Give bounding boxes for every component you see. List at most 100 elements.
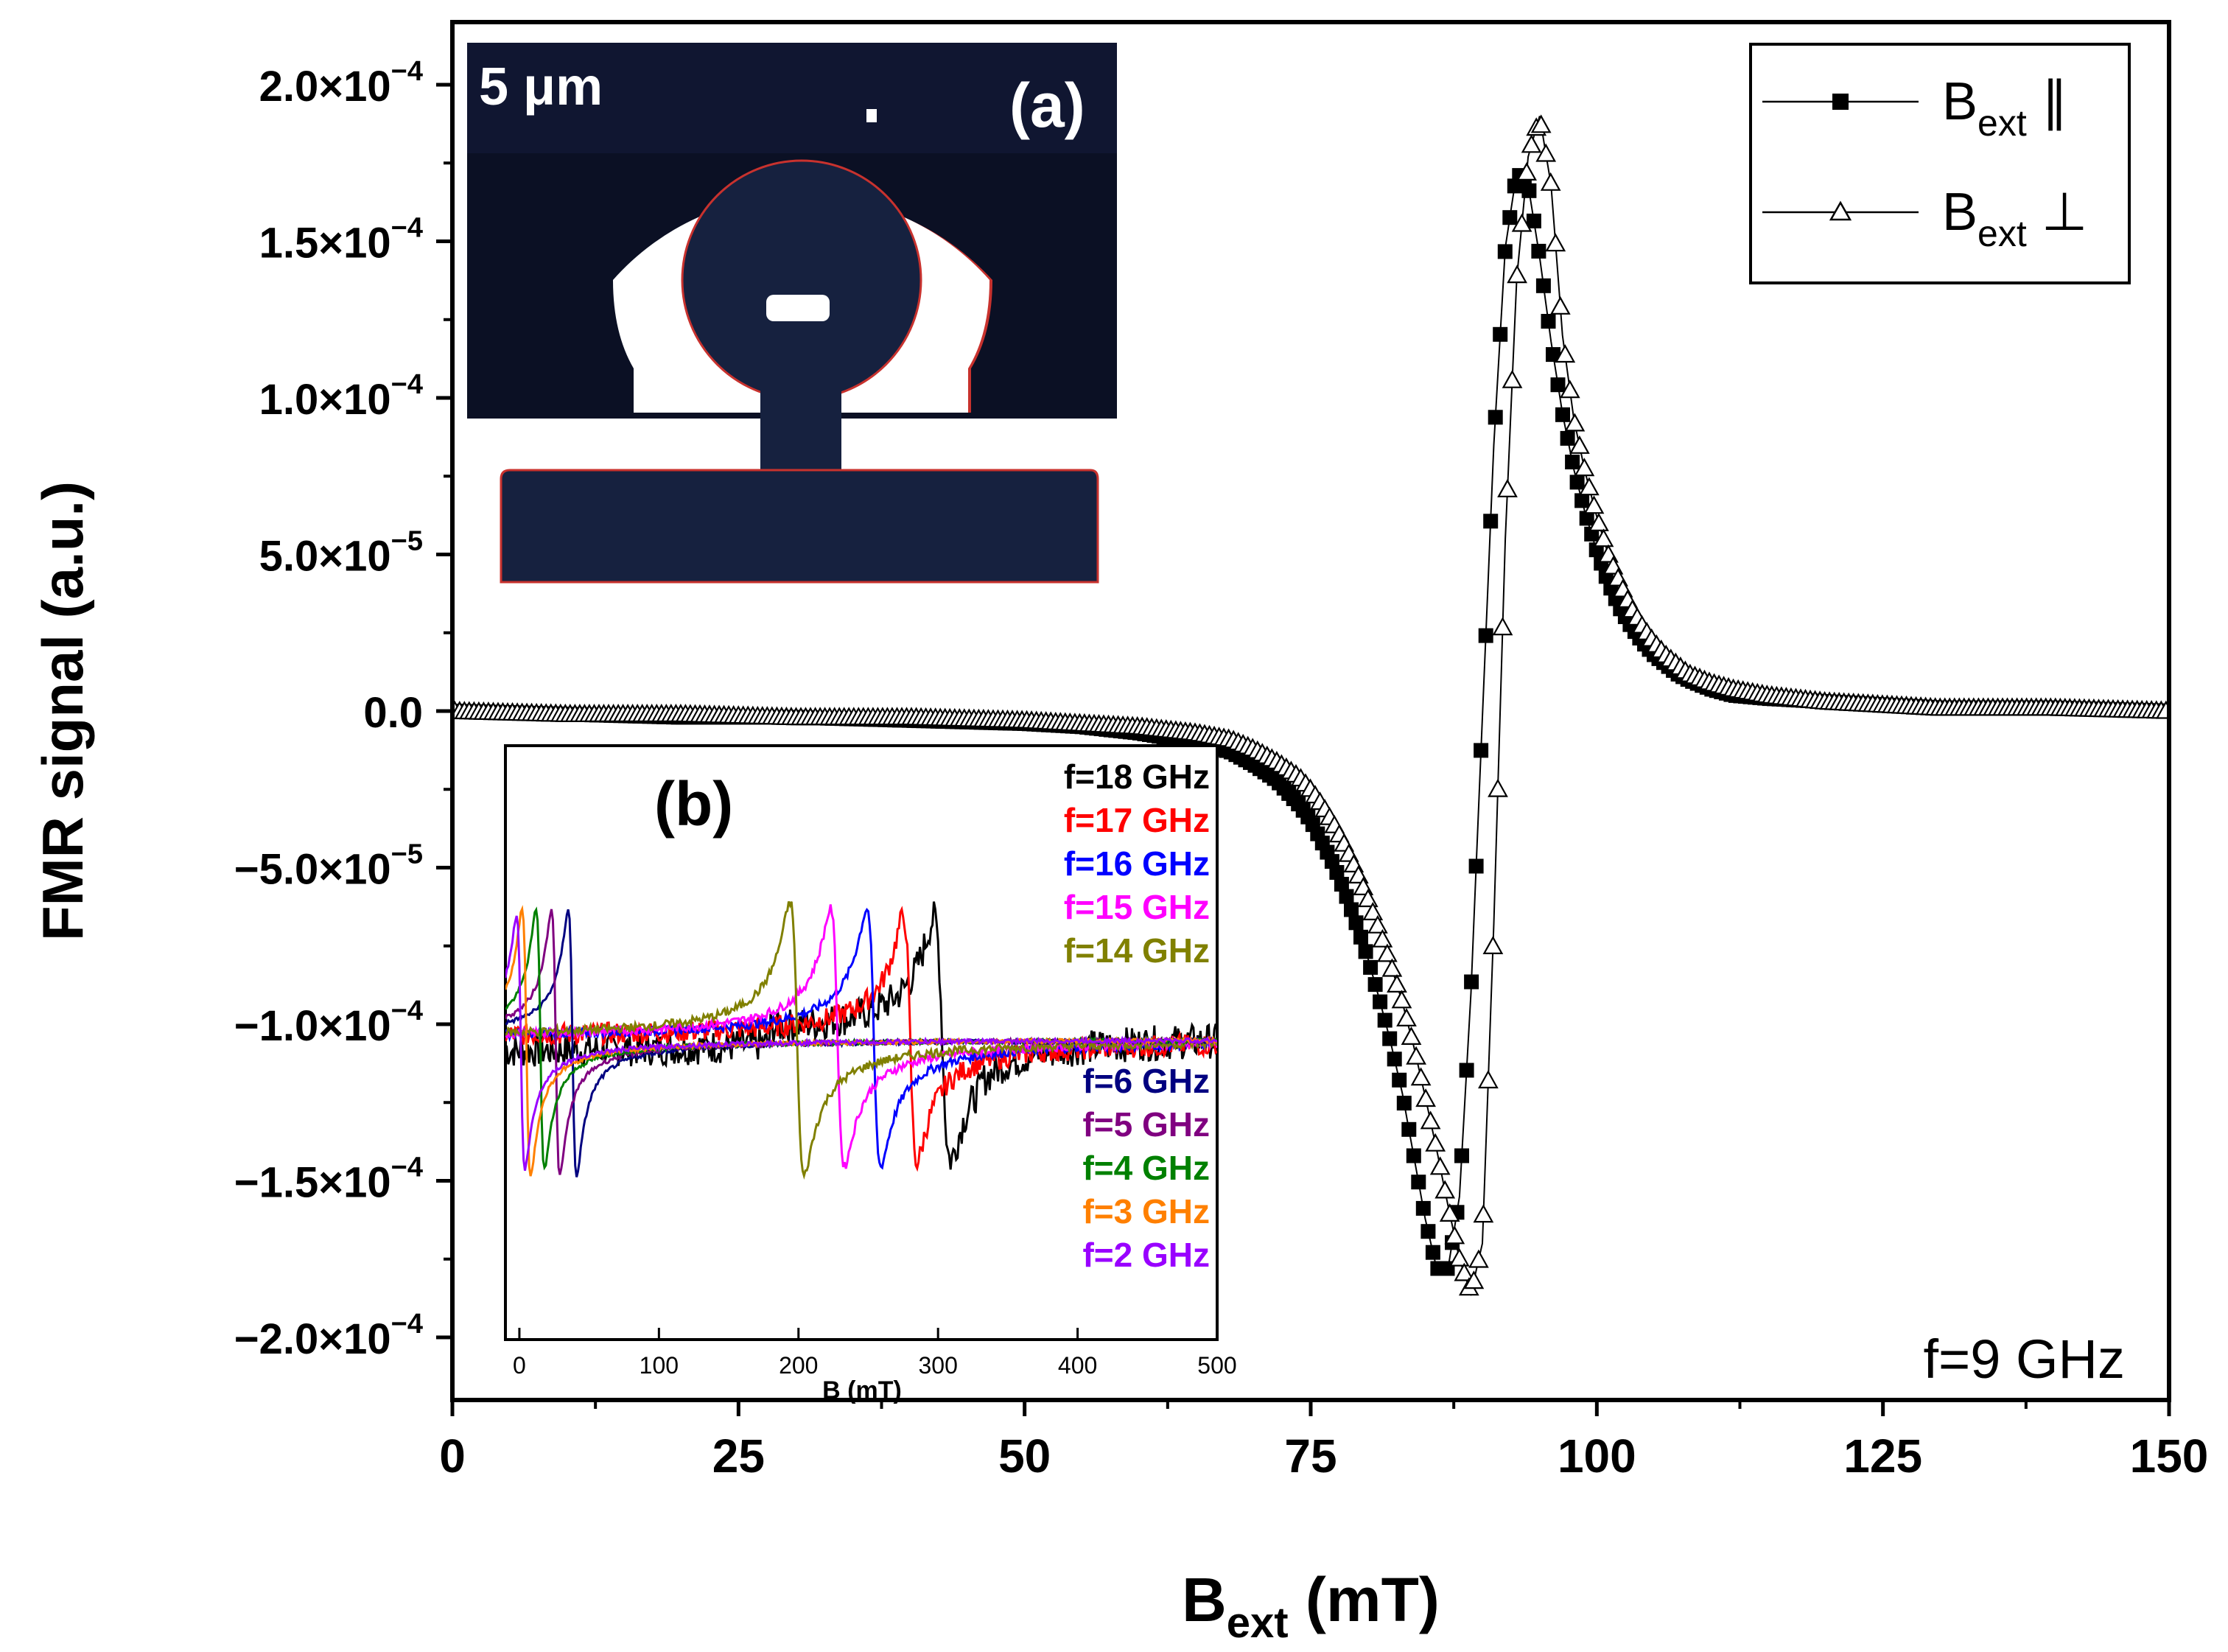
- data-point: [1541, 314, 1556, 329]
- data-point: [1493, 326, 1508, 342]
- data-point: [1531, 243, 1546, 259]
- y-tick-exponent: −4: [391, 56, 423, 87]
- y-tick-exponent: −4: [391, 213, 423, 244]
- data-point: [1391, 990, 1412, 1009]
- y-tick-label: −2.0×10−4: [234, 1309, 423, 1363]
- data-point: [1550, 377, 1566, 393]
- inset-legend-label: f=5 GHz: [1082, 1105, 1210, 1144]
- y-tick-exponent: −5: [391, 526, 423, 557]
- data-point: [1579, 511, 1594, 526]
- data-point: [1549, 295, 1571, 315]
- data-point: [1468, 858, 1484, 874]
- data-point: [1516, 162, 1537, 181]
- data-point: [1574, 458, 1595, 477]
- data-point: [1579, 477, 1600, 496]
- data-point: [1362, 902, 1384, 920]
- y-tick-label: −1.5×10−4: [234, 1152, 423, 1207]
- y-tick-label: 0.0: [363, 689, 423, 737]
- loop-gap-mark: [866, 109, 877, 122]
- data-point: [1353, 929, 1368, 945]
- y-axis-title: FMR signal (a.u.): [30, 481, 95, 941]
- data-point: [1396, 1008, 1417, 1026]
- y-tick-label: −5.0×10−5: [234, 839, 423, 894]
- omega-feed-line: [760, 383, 841, 472]
- data-point: [1464, 974, 1479, 990]
- frequency-annotation: f=9 GHz: [1924, 1329, 2126, 1390]
- inset-legend-label: f=15 GHz: [1064, 888, 1210, 926]
- data-point: [1497, 478, 1518, 497]
- legend-label-sub: ext: [1977, 213, 2027, 254]
- x-axis-title-base: B: [1182, 1565, 1227, 1634]
- data-point: [1488, 410, 1503, 425]
- main-series-layer: [452, 114, 2169, 1297]
- data-point: [1344, 902, 1359, 917]
- data-point: [2155, 700, 2169, 719]
- data-point: [1411, 1175, 1426, 1190]
- data-point: [1593, 528, 1614, 547]
- data-point: [1468, 1249, 1489, 1268]
- inset-a-micrograph: 5 μm (a): [467, 43, 1117, 584]
- x-tick-label: 125: [1843, 1429, 1922, 1483]
- data-point: [1401, 1121, 1417, 1137]
- data-point: [1574, 493, 1590, 508]
- inset-legend-label: f=4 GHz: [1082, 1149, 1210, 1187]
- y-tick-mantissa: −5.0×10: [234, 846, 391, 894]
- y-tick-label: 1.0×10−4: [259, 369, 423, 424]
- data-point: [1367, 977, 1383, 993]
- data-point: [1382, 1031, 1398, 1046]
- inset-series-2ghz: [505, 915, 1217, 1171]
- legend-label: Bext ∥: [1942, 72, 2068, 144]
- data-point: [1555, 407, 1570, 422]
- data-point: [1392, 1072, 1407, 1088]
- inset-b-chart: 0 100 200 300 400 500 (b) B (mT) f=18 GHzf=17…: [504, 744, 1237, 1404]
- data-point: [1488, 778, 1508, 797]
- data-point: [1339, 889, 1354, 904]
- data-point: [1373, 994, 1388, 1009]
- data-point: [1540, 172, 1561, 191]
- inset-b-x-axis: 0 100 200 300 400 500: [513, 1328, 1237, 1379]
- x-tick-label: 50: [998, 1429, 1051, 1483]
- y-tick-mantissa: 0.0: [363, 689, 423, 737]
- y-tick-exponent: −4: [391, 995, 423, 1026]
- data-point: [1334, 877, 1349, 892]
- data-point: [1560, 430, 1575, 446]
- data-point: [1348, 915, 1364, 931]
- data-point: [1474, 743, 1489, 758]
- y-tick-mantissa: −2.0×10: [234, 1315, 391, 1363]
- data-point: [1448, 1247, 1470, 1267]
- data-point: [1569, 435, 1590, 454]
- y-tick-exponent: −5: [391, 839, 423, 870]
- y-tick-mantissa: 2.0×10: [259, 63, 391, 111]
- data-point: [1565, 455, 1580, 469]
- data-point: [1420, 1110, 1441, 1130]
- inset-x-tick-label: 200: [779, 1352, 818, 1379]
- y-tick-exponent: −4: [391, 1152, 423, 1183]
- omega-pad: [500, 469, 1099, 584]
- inset-legend-label: f=14 GHz: [1064, 931, 1210, 970]
- inset-x-tick-label: 300: [918, 1352, 957, 1379]
- inset-legend-label: f=18 GHz: [1064, 757, 1210, 796]
- data-point: [1583, 495, 1605, 514]
- data-point: [1502, 210, 1518, 225]
- y-tick-mantissa: 1.5×10: [259, 220, 391, 267]
- y-tick-mantissa: −1.0×10: [234, 1002, 391, 1050]
- data-point: [1530, 114, 1552, 133]
- inset-legend-label: f=6 GHz: [1082, 1062, 1210, 1100]
- x-tick-label: 25: [712, 1429, 765, 1483]
- legend-marker: [1832, 94, 1849, 110]
- data-point: [1425, 1245, 1440, 1260]
- data-point: [1406, 1148, 1421, 1163]
- inset-a-scale-label: 5 μm: [479, 57, 603, 116]
- legend-label-base: B: [1942, 72, 1977, 131]
- y-tick-label: 1.5×10−4: [259, 213, 423, 267]
- legend-marker: [1829, 200, 1852, 221]
- data-point: [1429, 1156, 1451, 1175]
- data-point: [1497, 244, 1513, 259]
- data-point: [1482, 936, 1504, 954]
- data-point: [1406, 1046, 1426, 1065]
- data-point: [1415, 1088, 1436, 1107]
- data-point: [1555, 344, 1576, 363]
- y-tick-exponent: −4: [391, 369, 423, 400]
- data-point: [1434, 1180, 1456, 1199]
